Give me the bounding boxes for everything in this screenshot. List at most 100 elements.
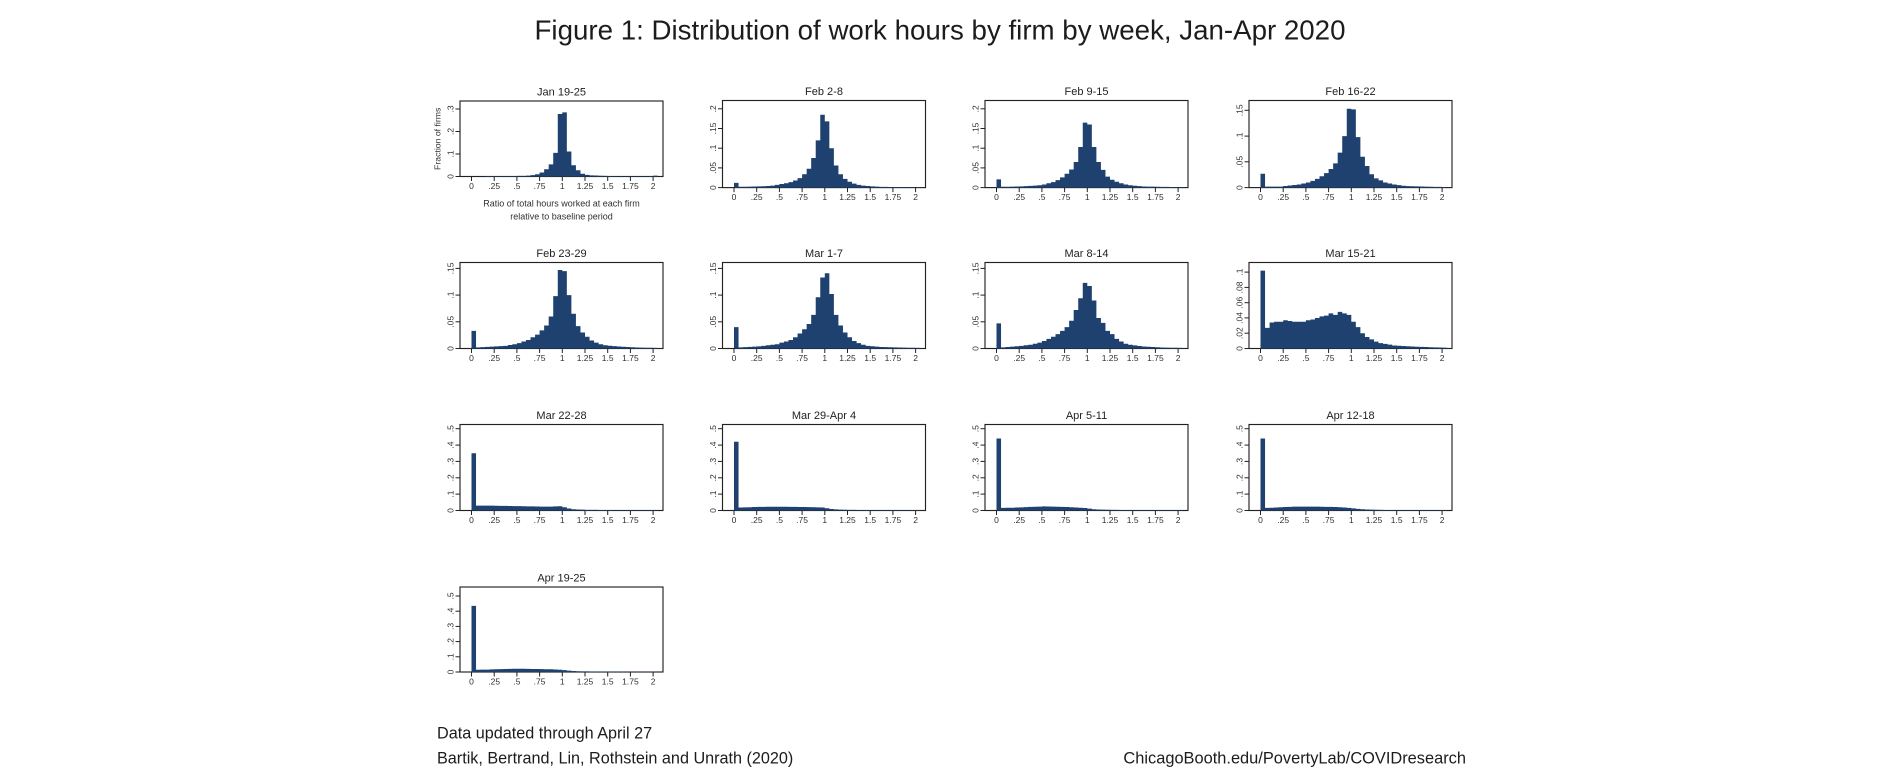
svg-text:.5: .5 [1302, 353, 1309, 363]
svg-text:1.75: 1.75 [885, 192, 902, 202]
svg-text:1: 1 [1349, 353, 1354, 363]
svg-text:Feb 2-8: Feb 2-8 [805, 86, 843, 98]
svg-text:1.75: 1.75 [622, 515, 639, 525]
svg-text:0: 0 [1258, 515, 1263, 525]
svg-text:.08: .08 [1235, 281, 1245, 293]
svg-text:.5: .5 [776, 515, 783, 525]
svg-text:.4: .4 [446, 607, 456, 614]
svg-text:1.75: 1.75 [1411, 353, 1428, 363]
svg-text:.05: .05 [446, 316, 456, 328]
svg-text:1: 1 [1349, 192, 1354, 202]
svg-text:0: 0 [446, 508, 456, 513]
svg-text:.5: .5 [1235, 425, 1245, 432]
svg-text:Figure 1: Distribution of work: Figure 1: Distribution of work hours by … [535, 15, 1346, 46]
svg-text:0: 0 [994, 515, 999, 525]
svg-text:1.25: 1.25 [839, 353, 856, 363]
svg-text:.25: .25 [1277, 353, 1289, 363]
svg-text:.75: .75 [1323, 353, 1335, 363]
svg-text:1.25: 1.25 [1366, 192, 1383, 202]
svg-text:.25: .25 [751, 515, 763, 525]
svg-text:1.75: 1.75 [885, 515, 902, 525]
svg-text:.25: .25 [751, 353, 763, 363]
svg-text:1.5: 1.5 [602, 677, 614, 687]
svg-text:1.75: 1.75 [1411, 192, 1428, 202]
svg-text:1: 1 [560, 181, 565, 191]
svg-text:1.75: 1.75 [885, 353, 902, 363]
svg-text:0: 0 [1258, 192, 1263, 202]
svg-text:Jan 19-25: Jan 19-25 [537, 87, 586, 99]
svg-text:1.25: 1.25 [1102, 192, 1119, 202]
svg-text:Apr 5-11: Apr 5-11 [1066, 410, 1107, 422]
svg-text:0: 0 [469, 515, 474, 525]
svg-text:2: 2 [913, 515, 918, 525]
svg-text:.05: .05 [1235, 156, 1245, 168]
svg-text:.1: .1 [708, 291, 718, 298]
svg-text:.25: .25 [1277, 515, 1289, 525]
svg-text:.5: .5 [1038, 515, 1045, 525]
svg-text:.3: .3 [971, 458, 981, 465]
svg-text:.3: .3 [446, 623, 456, 630]
svg-text:0: 0 [469, 677, 474, 687]
svg-text:2: 2 [1440, 353, 1445, 363]
svg-text:.1: .1 [708, 144, 718, 151]
svg-text:1.5: 1.5 [602, 515, 614, 525]
svg-text:0: 0 [708, 508, 718, 513]
svg-text:Mar 1-7: Mar 1-7 [805, 248, 843, 260]
svg-text:.4: .4 [708, 441, 718, 448]
svg-text:2: 2 [1440, 192, 1445, 202]
svg-text:1.25: 1.25 [1366, 353, 1383, 363]
svg-text:.25: .25 [488, 515, 500, 525]
svg-text:.1: .1 [1235, 132, 1245, 139]
svg-text:0: 0 [469, 353, 474, 363]
svg-text:.75: .75 [796, 192, 808, 202]
svg-text:1.25: 1.25 [839, 515, 856, 525]
svg-text:.05: .05 [708, 162, 718, 174]
svg-text:.1: .1 [446, 291, 456, 298]
svg-text:1.75: 1.75 [1411, 515, 1428, 525]
svg-text:1: 1 [560, 677, 565, 687]
svg-text:1.75: 1.75 [622, 677, 639, 687]
svg-text:.75: .75 [1059, 515, 1071, 525]
svg-text:.5: .5 [1302, 192, 1309, 202]
svg-text:Mar 22-28: Mar 22-28 [536, 410, 586, 422]
svg-text:2: 2 [913, 353, 918, 363]
svg-text:Mar 29-Apr 4: Mar 29-Apr 4 [792, 410, 856, 422]
svg-text:1.25: 1.25 [577, 353, 594, 363]
svg-text:1.75: 1.75 [622, 353, 639, 363]
svg-text:0: 0 [971, 508, 981, 513]
svg-text:.25: .25 [751, 192, 763, 202]
svg-text:0: 0 [732, 515, 737, 525]
svg-text:1: 1 [1349, 515, 1354, 525]
svg-text:Data updated through April 27: Data updated through April 27 [437, 725, 652, 743]
svg-text:.25: .25 [488, 677, 500, 687]
svg-text:2: 2 [651, 353, 656, 363]
svg-text:1.5: 1.5 [1391, 515, 1403, 525]
svg-text:.5: .5 [1038, 353, 1045, 363]
svg-text:.2: .2 [708, 105, 718, 112]
svg-text:1.25: 1.25 [1366, 515, 1383, 525]
svg-text:1.25: 1.25 [577, 515, 594, 525]
svg-text:1.5: 1.5 [864, 515, 876, 525]
svg-text:1: 1 [1085, 192, 1090, 202]
svg-text:.2: .2 [1235, 474, 1245, 481]
svg-text:.1: .1 [446, 653, 456, 660]
svg-text:.75: .75 [1059, 353, 1071, 363]
svg-text:1.5: 1.5 [1391, 192, 1403, 202]
svg-text:.15: .15 [971, 262, 981, 274]
svg-text:.3: .3 [446, 105, 456, 112]
svg-text:.15: .15 [446, 262, 456, 274]
svg-text:.1: .1 [971, 144, 981, 151]
svg-text:.02: .02 [1235, 327, 1245, 339]
svg-text:.2: .2 [708, 474, 718, 481]
svg-text:.1: .1 [1235, 268, 1245, 275]
svg-text:.5: .5 [708, 425, 718, 432]
svg-text:0: 0 [446, 669, 456, 674]
svg-text:.5: .5 [513, 181, 520, 191]
svg-text:.2: .2 [446, 128, 456, 135]
svg-text:0: 0 [469, 181, 474, 191]
svg-text:Bartik, Bertrand, Lin, Rothste: Bartik, Bertrand, Lin, Rothstein and Unr… [437, 750, 793, 768]
svg-text:0: 0 [732, 353, 737, 363]
svg-text:1: 1 [1085, 353, 1090, 363]
svg-text:1: 1 [1085, 515, 1090, 525]
svg-text:1.5: 1.5 [1127, 353, 1139, 363]
